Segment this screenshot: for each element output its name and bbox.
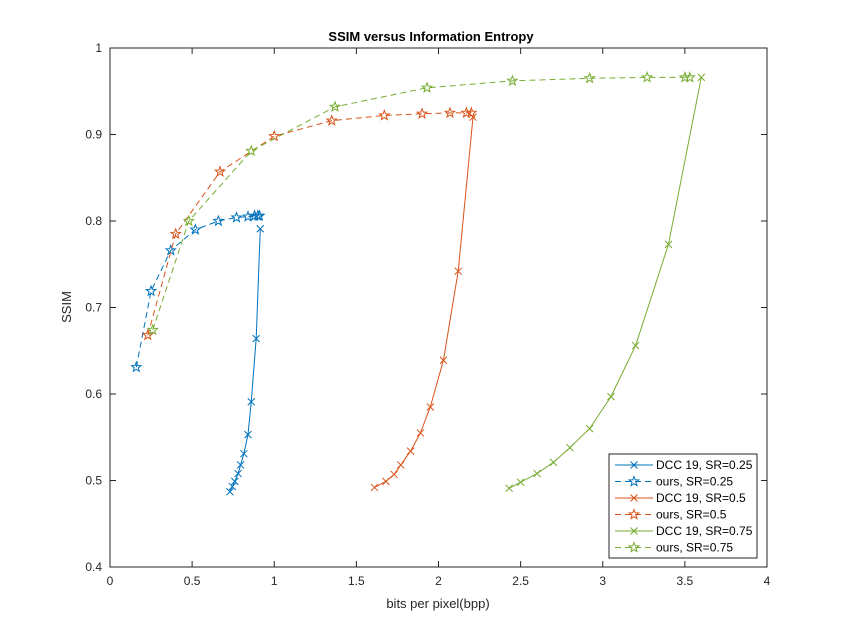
data-point xyxy=(226,487,234,496)
data-point xyxy=(454,267,463,276)
data-point xyxy=(640,70,654,83)
data-point xyxy=(236,461,245,469)
data-point xyxy=(256,224,265,233)
data-point xyxy=(328,100,342,113)
legend-entry: ours, SR=0.75 xyxy=(656,541,733,555)
data-point xyxy=(234,469,242,478)
legend-entry: DCC 19, SR=0.75 xyxy=(656,524,753,538)
data-point xyxy=(631,341,640,350)
series-line xyxy=(374,117,474,488)
data-point xyxy=(583,71,596,84)
data-point xyxy=(426,403,435,411)
legend-marker xyxy=(627,541,641,553)
data-point xyxy=(566,443,574,452)
data-point xyxy=(697,73,706,82)
data-point xyxy=(146,323,159,336)
x-axis-label: bits per pixel(bpp) xyxy=(386,596,489,611)
x-tick-label: 0.5 xyxy=(184,574,201,588)
x-tick-label: 0 xyxy=(107,574,114,588)
y-tick-label: 0.4 xyxy=(85,560,102,574)
y-tick-label: 0.9 xyxy=(85,128,102,142)
data-point xyxy=(382,477,390,486)
y-tick-label: 1 xyxy=(95,41,102,55)
data-point xyxy=(244,430,252,439)
data-point xyxy=(212,214,225,227)
legend-marker xyxy=(627,475,641,487)
legend-entry: ours, SR=0.25 xyxy=(656,475,733,489)
data-point xyxy=(378,109,391,121)
data-point xyxy=(130,360,143,373)
legend-entry: ours, SR=0.5 xyxy=(656,508,727,522)
x-tick-label: 1.5 xyxy=(348,574,365,588)
x-tick-label: 3 xyxy=(599,574,606,588)
legend-marker xyxy=(630,527,638,535)
series-1 xyxy=(130,209,266,373)
data-point xyxy=(516,478,525,487)
series-2 xyxy=(370,113,477,492)
data-point xyxy=(416,429,425,437)
data-point xyxy=(182,214,195,227)
y-tick-label: 0.8 xyxy=(85,214,102,228)
data-point xyxy=(230,211,243,223)
data-point xyxy=(213,165,227,177)
series-line xyxy=(229,228,261,492)
data-point xyxy=(390,470,399,479)
series-4 xyxy=(505,73,706,493)
legend: DCC 19, SR=0.25 ours, SR=0.25 DCC 19, SR=0… xyxy=(608,453,758,559)
x-tick-label: 1 xyxy=(271,574,278,588)
data-point xyxy=(533,469,541,478)
legend-entry: DCC 19, SR=0.5 xyxy=(656,491,746,505)
data-point xyxy=(253,209,266,222)
data-point xyxy=(506,74,519,87)
series-line xyxy=(135,215,260,368)
series-5 xyxy=(146,70,696,336)
data-point xyxy=(683,70,696,83)
data-point xyxy=(189,223,202,235)
y-tick-label: 0.5 xyxy=(85,474,102,488)
series-line xyxy=(147,112,472,336)
series-0 xyxy=(226,224,265,496)
data-point xyxy=(439,356,448,365)
data-point xyxy=(169,227,182,240)
series-line xyxy=(152,76,690,331)
data-point xyxy=(549,458,558,467)
data-point xyxy=(230,477,239,486)
data-point xyxy=(228,482,237,491)
y-axis-label: SSIM xyxy=(59,291,74,323)
data-point xyxy=(607,392,615,401)
y-tick-label: 0.7 xyxy=(85,301,102,315)
data-point xyxy=(415,107,429,119)
data-point xyxy=(252,334,261,343)
legend-marker xyxy=(630,461,638,469)
data-point xyxy=(240,449,248,458)
data-point xyxy=(396,461,405,469)
data-point xyxy=(406,447,415,455)
data-point xyxy=(664,240,673,249)
data-point xyxy=(505,484,513,493)
data-point xyxy=(370,483,379,492)
data-point xyxy=(420,81,434,93)
data-point xyxy=(325,114,338,126)
y-tick-label: 0.6 xyxy=(85,387,102,401)
plot-area: 0 0.5 1 1.5 2 2.5 3 3.5 4 0.4 0.5 0.6 0.7 0.8 0.9 1 xyxy=(85,41,770,588)
x-tick-label: 4 xyxy=(764,574,771,588)
legend-marker xyxy=(627,508,641,520)
series-line xyxy=(508,77,702,489)
chart-title: SSIM versus Information Entropy xyxy=(328,29,534,44)
legend-entry: DCC 19, SR=0.25 xyxy=(656,458,753,472)
data-point xyxy=(465,106,478,119)
x-tick-label: 2.5 xyxy=(512,574,529,588)
data-point xyxy=(247,397,256,406)
data-point xyxy=(585,424,594,433)
data-point xyxy=(144,284,158,297)
legend-box xyxy=(608,453,758,559)
data-point xyxy=(443,106,457,119)
data-point xyxy=(245,144,258,157)
legend-marker xyxy=(630,494,638,502)
x-tick-label: 2 xyxy=(435,574,442,588)
x-tick-label: 3.5 xyxy=(677,574,694,588)
